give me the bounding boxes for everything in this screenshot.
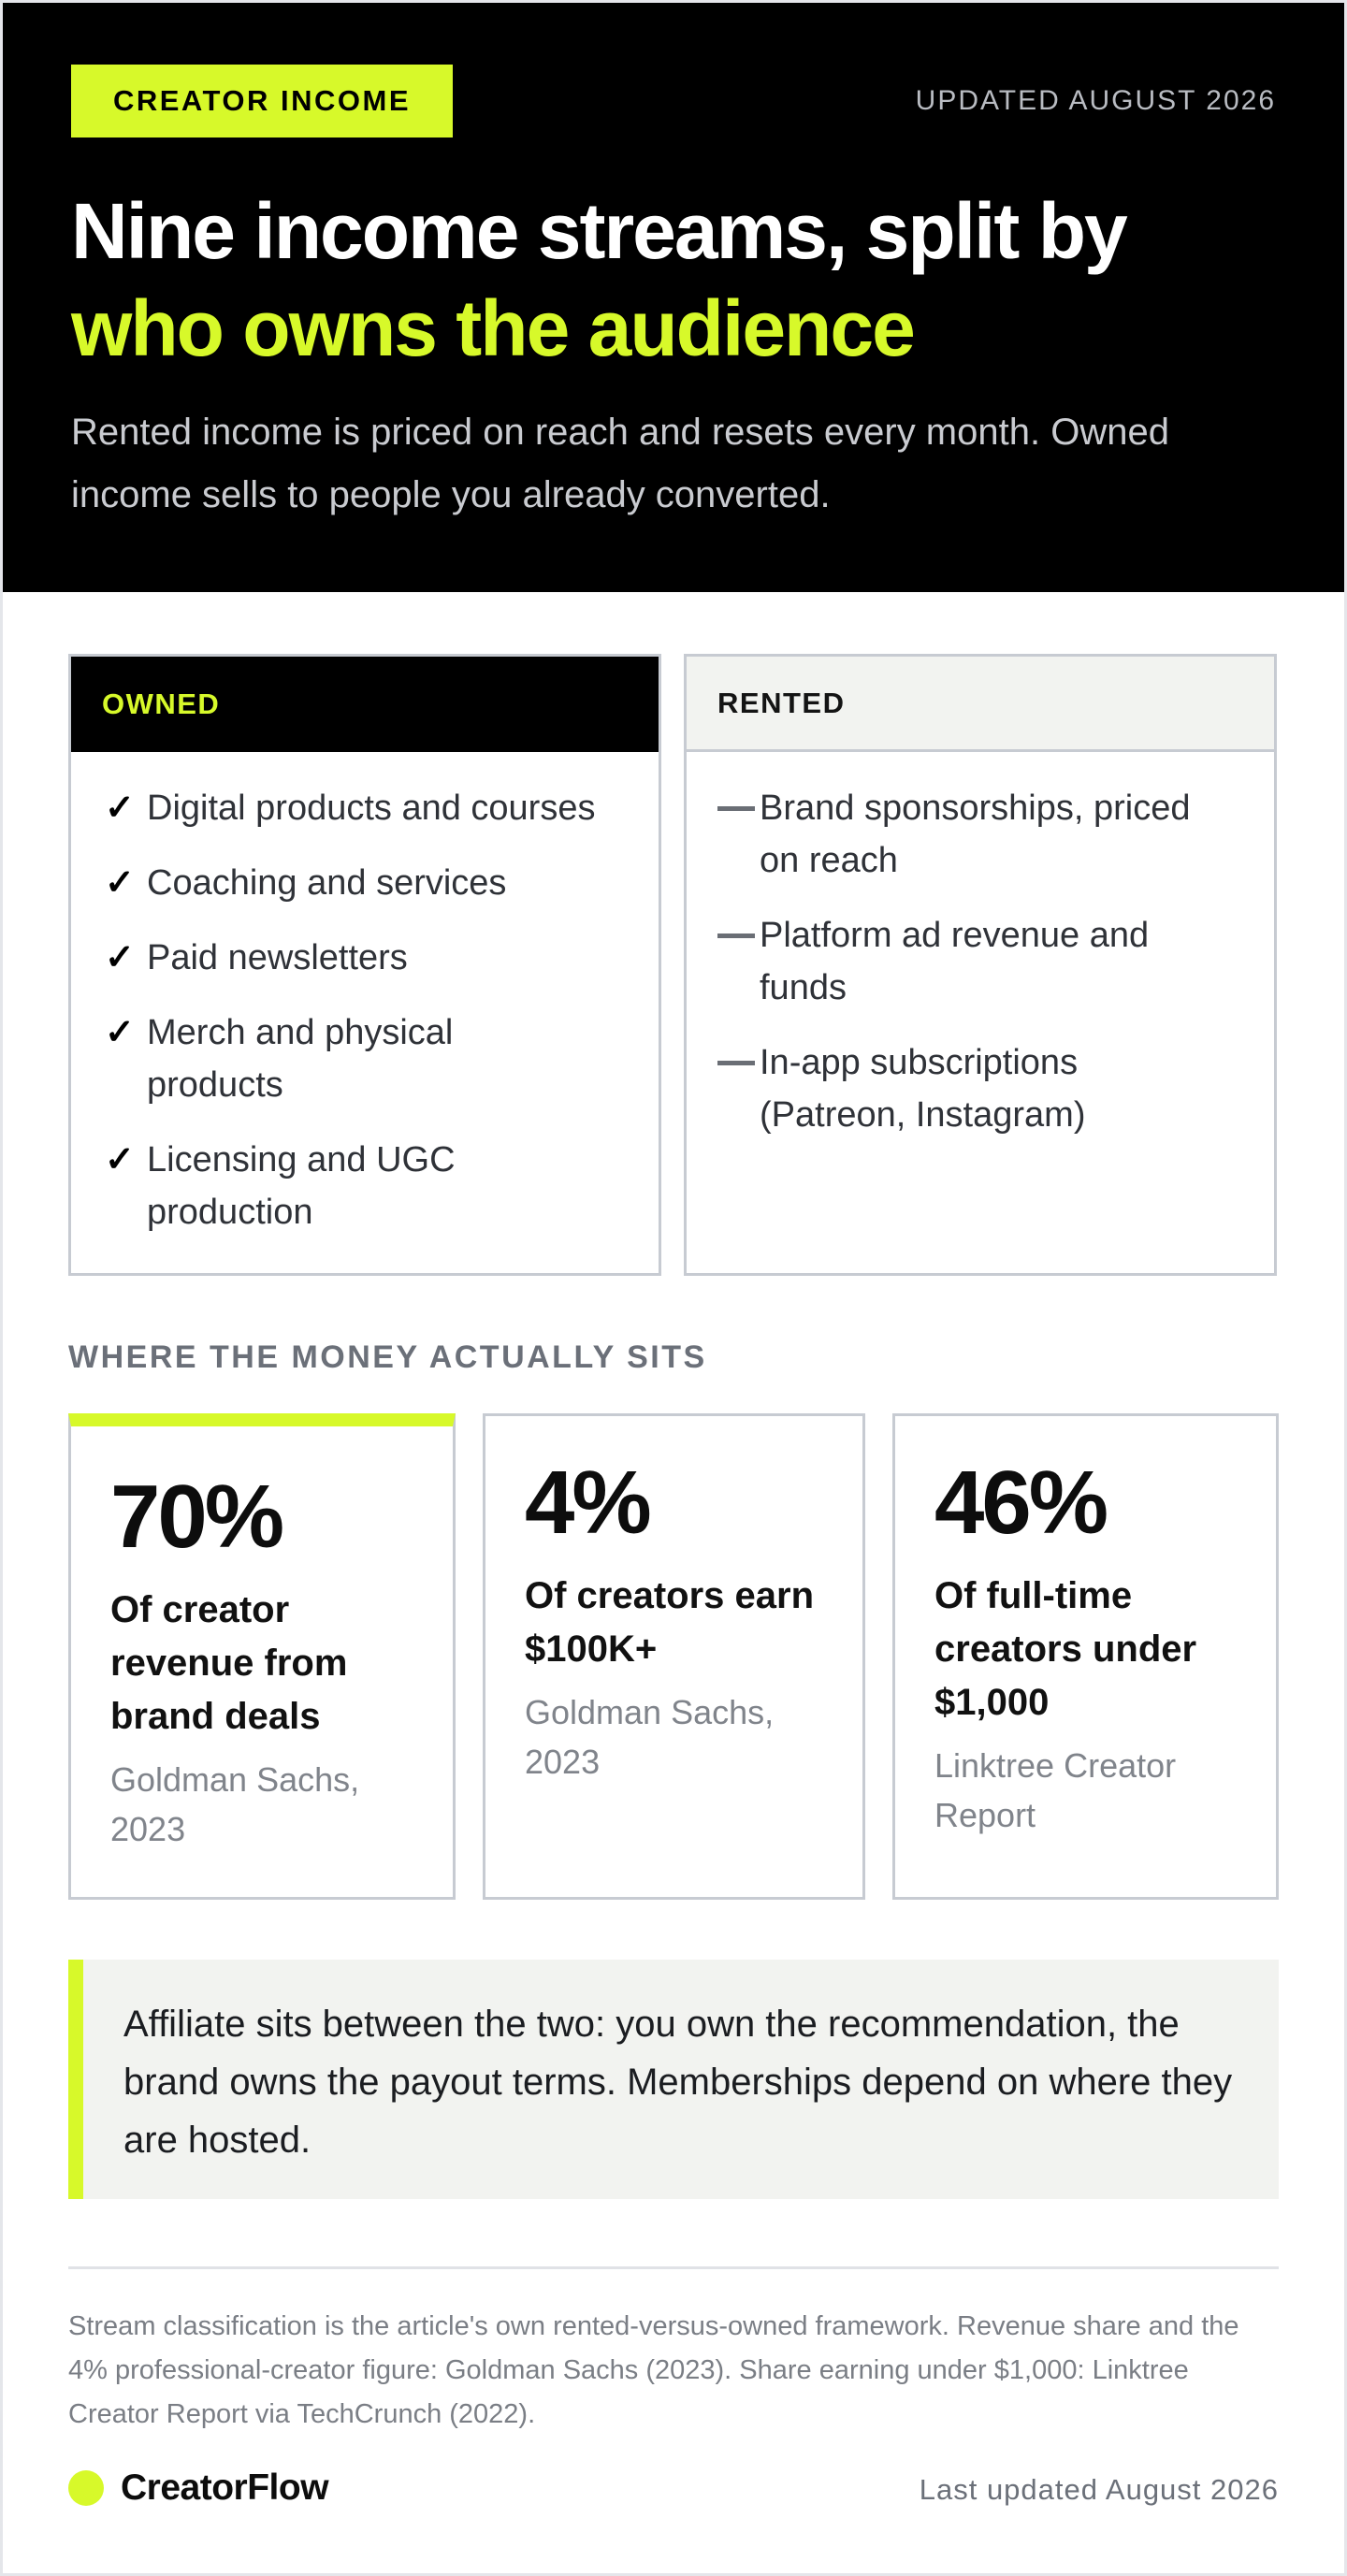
rented-item-label: In-app subscriptions (Patreon, Instagram… bbox=[760, 1043, 1086, 1135]
brand-logo: CreatorFlow bbox=[68, 2467, 329, 2509]
category-badge: CREATOR INCOME bbox=[71, 65, 453, 137]
stat-card: 70% Of creator revenue from brand deals … bbox=[68, 1413, 456, 1900]
dash-icon bbox=[717, 806, 755, 811]
updated-date: UPDATED AUGUST 2026 bbox=[915, 85, 1276, 116]
stat-source: Goldman Sachs, 2023 bbox=[110, 1760, 360, 1848]
rented-list-item: In-app subscriptions (Patreon, Instagram… bbox=[717, 1036, 1148, 1141]
owned-list-item: ✓ Merch and physical products bbox=[105, 1006, 516, 1111]
brand-name: CreatorFlow bbox=[121, 2467, 329, 2508]
stat-card: 46% Of full-time creators under $1,000 L… bbox=[892, 1413, 1279, 1900]
owned-item-label: Coaching and services bbox=[147, 863, 507, 903]
dash-icon bbox=[717, 1061, 755, 1065]
rented-list-item: Platform ad revenue and funds bbox=[717, 909, 1223, 1014]
stat-label: Of creator revenue from brand deals bbox=[110, 1589, 348, 1737]
section-label: WHERE THE MONEY ACTUALLY SITS bbox=[68, 1339, 707, 1375]
brand-dot-icon bbox=[68, 2470, 104, 2506]
divider bbox=[68, 2266, 1279, 2269]
stat-value: 46% bbox=[934, 1453, 1108, 1553]
hero-header: CREATOR INCOME UPDATED AUGUST 2026 Nine … bbox=[3, 3, 1344, 592]
check-icon: ✓ bbox=[105, 938, 135, 977]
owned-list-item: ✓ Digital products and courses bbox=[105, 782, 659, 834]
stat-card: 4% Of creators earn $100K+ Goldman Sachs… bbox=[483, 1413, 865, 1900]
owned-card: OWNED ✓ Digital products and courses ✓ Coa… bbox=[68, 654, 661, 1276]
owned-item-label: Digital products and courses bbox=[147, 789, 596, 828]
owned-item-label: Paid newsletters bbox=[147, 938, 408, 977]
stat-label: Of creators earn $100K+ bbox=[525, 1575, 815, 1670]
stat-value: 70% bbox=[110, 1467, 284, 1567]
page-title: Nine income streams, split by who owns t… bbox=[71, 182, 1287, 377]
stat-source: Linktree Creator Report bbox=[934, 1746, 1177, 1834]
check-icon: ✓ bbox=[105, 1013, 135, 1052]
rented-card-title: RENTED bbox=[687, 657, 1274, 752]
owned-list-item: ✓ Licensing and UGC production bbox=[105, 1134, 516, 1238]
title-line-1: Nine income streams, split by bbox=[71, 187, 1128, 275]
check-icon: ✓ bbox=[105, 789, 135, 828]
owned-list-item: ✓ Paid newsletters bbox=[105, 932, 659, 984]
owned-list: ✓ Digital products and courses ✓ Coaching … bbox=[71, 752, 659, 1238]
callout-note: Affiliate sits between the two: you own … bbox=[68, 1960, 1279, 2199]
intro-text: Rented income is priced on reach and res… bbox=[71, 412, 1169, 515]
rented-item-label: Platform ad revenue and funds bbox=[760, 916, 1150, 1007]
check-icon: ✓ bbox=[105, 863, 135, 903]
last-updated: Last updated August 2026 bbox=[919, 2473, 1279, 2506]
owned-list-item: ✓ Coaching and services bbox=[105, 857, 659, 909]
dash-icon bbox=[717, 933, 755, 938]
rented-list-item: Brand sponsorships, priced on reach bbox=[717, 782, 1251, 887]
stat-label: Of full-time creators under $1,000 bbox=[934, 1575, 1197, 1723]
owned-item-label: Licensing and UGC production bbox=[147, 1140, 456, 1232]
rented-card: RENTED Brand sponsorships, priced on rea… bbox=[684, 654, 1277, 1276]
stat-value: 4% bbox=[525, 1453, 652, 1553]
owned-item-label: Merch and physical products bbox=[147, 1013, 454, 1105]
source-footnote: Stream classification is the article's o… bbox=[68, 2311, 1239, 2429]
rented-list: Brand sponsorships, priced on reach Plat… bbox=[687, 752, 1274, 1141]
title-line-2-highlight: who owns the audience bbox=[71, 284, 916, 372]
stat-source: Goldman Sachs, 2023 bbox=[525, 1693, 775, 1781]
rented-item-label: Brand sponsorships, priced on reach bbox=[760, 789, 1191, 880]
check-icon: ✓ bbox=[105, 1140, 135, 1179]
owned-card-title: OWNED bbox=[71, 657, 659, 752]
